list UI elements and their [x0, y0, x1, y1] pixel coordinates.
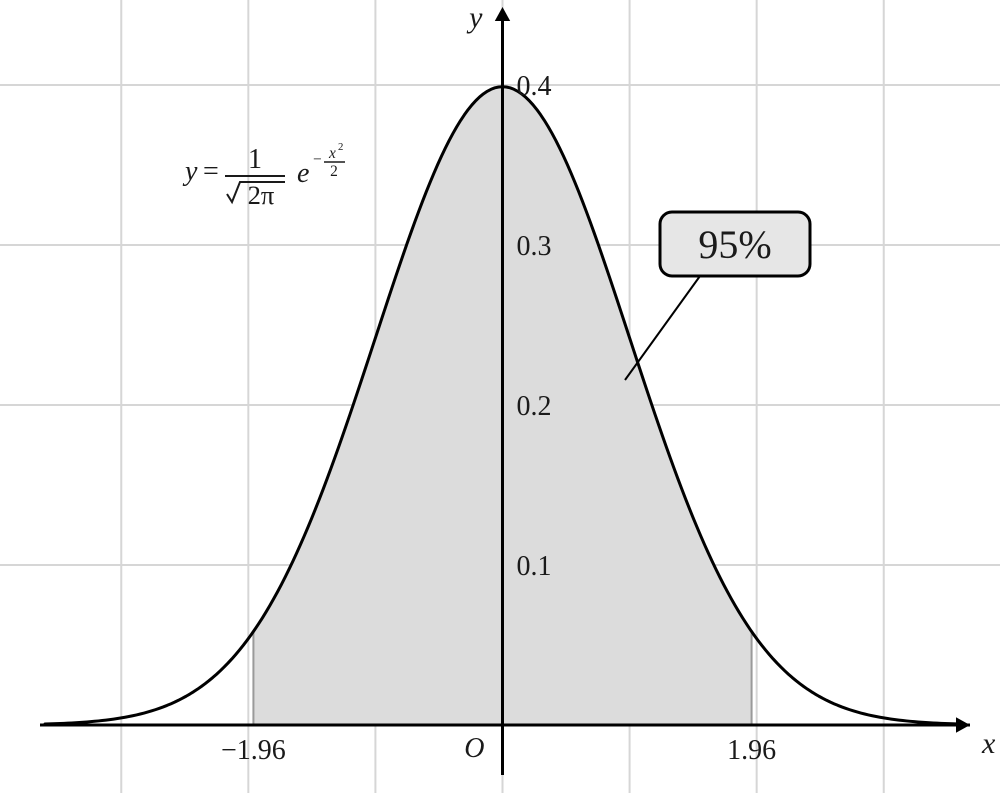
formula-lhs: y [182, 156, 198, 187]
formula-exp-minus: − [313, 151, 322, 168]
y-tick-label: 0.3 [517, 231, 552, 262]
formula-numerator: 1 [248, 144, 262, 175]
formula-exp-sq: 2 [338, 141, 343, 153]
formula-denominator: 2π [248, 180, 275, 210]
y-axis-label: y [466, 1, 483, 34]
x-tick-label: 1.96 [727, 735, 776, 766]
x-axis-label: x [981, 727, 996, 760]
normal-distribution-chart: −1.961.960.10.20.30.4yxO95%y=12πe−x22 [0, 0, 1000, 793]
callout-text: 95% [698, 222, 771, 267]
formula-exp-denom: 2 [330, 163, 338, 180]
formula-eq: = [203, 156, 219, 187]
formula-exp-x: x [328, 145, 336, 162]
y-tick-label: 0.2 [517, 391, 552, 422]
origin-label: O [464, 733, 484, 764]
formula-e: e [297, 158, 309, 189]
y-tick-label: 0.1 [517, 551, 552, 582]
chart-svg: −1.961.960.10.20.30.4yxO95%y=12πe−x22 [0, 0, 1000, 793]
x-tick-label: −1.96 [221, 735, 286, 766]
y-tick-label: 0.4 [517, 71, 552, 102]
